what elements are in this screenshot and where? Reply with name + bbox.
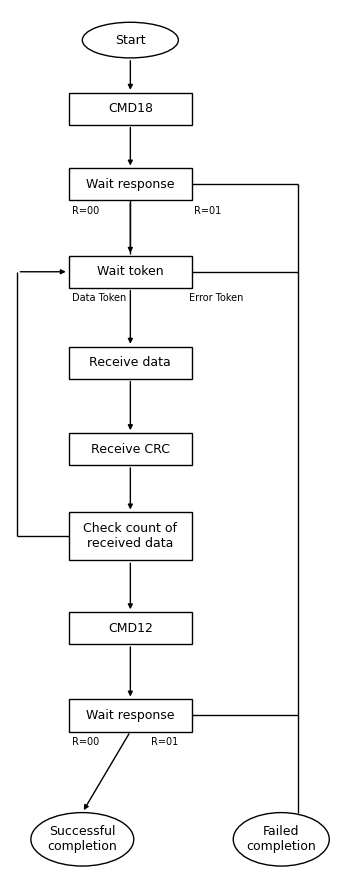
Text: Wait response: Wait response	[86, 178, 175, 191]
Text: Receive CRC: Receive CRC	[91, 443, 170, 455]
Text: Successful
completion: Successful completion	[47, 825, 117, 854]
Text: R=01: R=01	[151, 737, 178, 747]
Text: Receive data: Receive data	[90, 356, 171, 369]
Text: Data Token: Data Token	[72, 293, 126, 303]
Text: Error Token: Error Token	[189, 293, 243, 303]
Text: Wait response: Wait response	[86, 709, 175, 722]
Text: Check count of
received data: Check count of received data	[83, 522, 177, 551]
Text: Wait token: Wait token	[97, 266, 164, 278]
Text: CMD12: CMD12	[108, 622, 153, 634]
Text: Failed
completion: Failed completion	[246, 825, 316, 854]
Text: R=00: R=00	[72, 206, 99, 216]
Text: R=01: R=01	[194, 206, 221, 216]
Text: Start: Start	[115, 34, 146, 46]
Text: CMD18: CMD18	[108, 102, 153, 115]
Text: R=00: R=00	[72, 737, 99, 747]
